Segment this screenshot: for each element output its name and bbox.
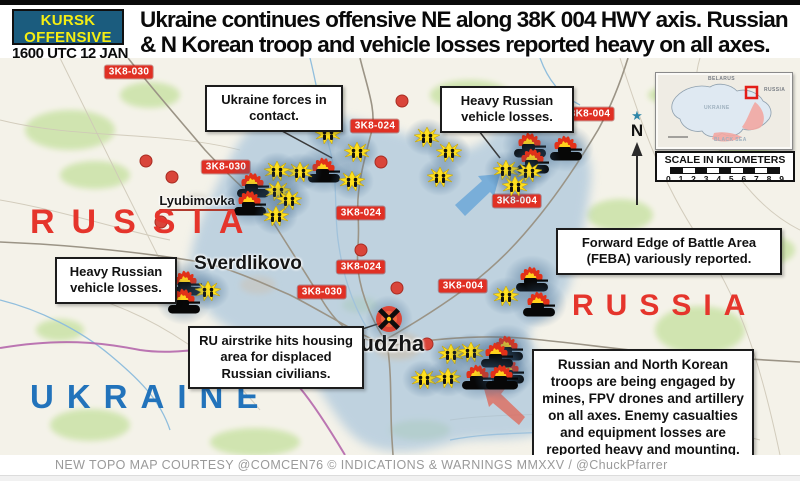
scale-tick: 2 bbox=[691, 174, 696, 184]
route-marker-dot bbox=[139, 154, 153, 168]
town-label-lyubimovka: Lyubimovka bbox=[159, 193, 235, 211]
destroyed-tank-icon bbox=[511, 280, 567, 328]
badge-line1: KURSK bbox=[40, 12, 96, 29]
route-marker-dot bbox=[395, 94, 409, 108]
road-label-3k8-030: 3K8-030 bbox=[104, 65, 154, 79]
country-label-russia: RUSSIA bbox=[30, 203, 261, 241]
north-label: N bbox=[630, 121, 644, 140]
bottom-strip bbox=[0, 475, 800, 481]
airstrike-icon bbox=[365, 295, 413, 343]
inset-label-russia: RUSSIA bbox=[764, 87, 786, 93]
headline-line2: & N Korean troop and vehicle losses repo… bbox=[140, 32, 771, 57]
kursk-locator-square bbox=[744, 85, 759, 100]
road-label-3k8-004: 3K8-004 bbox=[438, 279, 488, 293]
scale-tick: 1 bbox=[678, 174, 684, 184]
route-marker-dot bbox=[390, 281, 404, 295]
topo-map[interactable]: 3K8-030 3K8-024 3K8-004 3K8-004 3K8-024 3K8-0… bbox=[0, 58, 800, 455]
infantry-contact-icon bbox=[493, 167, 537, 205]
inset-label-belarus: BELARUS bbox=[708, 76, 735, 82]
road-label-3k8-024: 3K8-024 bbox=[336, 260, 386, 274]
inset-map-graphic bbox=[658, 75, 790, 147]
route-marker-dot bbox=[154, 215, 168, 229]
scale-tick: 6 bbox=[741, 174, 747, 184]
road-label-3k8-024: 3K8-024 bbox=[350, 119, 400, 133]
timestamp: 1600 UTC 12 JAN bbox=[12, 45, 128, 62]
road-label-3k8-024: 3K8-024 bbox=[336, 206, 386, 220]
road-label-3k8-004: 3K8-004 bbox=[565, 107, 615, 121]
callout-ukraine-forces-contact: Ukraine forces in contact. bbox=[205, 85, 343, 132]
callout-feba: Forward Edge of Battle Area (FEBA) vario… bbox=[556, 228, 782, 275]
country-label-russia: RUSSIA bbox=[572, 289, 758, 322]
top-black-strip bbox=[0, 0, 800, 5]
scale-tick: 7 bbox=[754, 174, 759, 184]
callout-heavy-losses-left: Heavy Russian vehicle losses. bbox=[55, 257, 177, 304]
ukraine-inset-map: BELARUS RUSSIA UKRAINE BLACK SEA bbox=[655, 72, 793, 150]
scale-tick: 8 bbox=[766, 174, 772, 184]
road-label-3k8-030: 3K8-030 bbox=[297, 285, 347, 299]
town-label-sverdlikovo: Sverdlikovo bbox=[194, 253, 302, 274]
blue-advance-arrow bbox=[455, 174, 500, 216]
scale-tick: 9 bbox=[779, 174, 784, 184]
route-marker-dot bbox=[165, 170, 179, 184]
callout-ru-airstrike: RU airstrike hits housing area for displ… bbox=[188, 326, 364, 390]
callout-nk-troops: Russian and North Korean troops are bein… bbox=[532, 349, 754, 455]
headline: Ukraine continues offensive NE along 38K… bbox=[140, 7, 800, 57]
infantry-contact-icon bbox=[418, 158, 462, 196]
kursk-offensive-badge: KURSK OFFENSIVE bbox=[12, 9, 124, 46]
scale-title: SCALE IN KILOMETERS bbox=[664, 154, 786, 166]
infantry-contact-icon bbox=[254, 197, 298, 235]
north-star-icon: ★ bbox=[631, 108, 643, 123]
route-marker-dot bbox=[354, 243, 368, 257]
callout-heavy-losses-top: Heavy Russian vehicle losses. bbox=[440, 86, 574, 133]
north-arrow-icon bbox=[631, 142, 643, 205]
credits-text: NEW TOPO MAP COURTESY @COMCEN76 © INDICA… bbox=[55, 458, 668, 472]
scale-tick: 3 bbox=[703, 174, 709, 184]
map-annotation-layer: 3K8-030 3K8-024 3K8-004 3K8-004 3K8-024 3K8-0… bbox=[0, 58, 800, 455]
header-banner: KURSK OFFENSIVE 1600 UTC 12 JAN Ukraine … bbox=[0, 5, 800, 62]
north-indicator: ★ N bbox=[622, 108, 652, 140]
scale-tick: 4 bbox=[716, 174, 722, 184]
scale-tick: 5 bbox=[728, 174, 734, 184]
scale-bar-segments bbox=[670, 167, 780, 174]
scale-tick: 0 bbox=[666, 174, 671, 184]
inset-label-black-sea: BLACK SEA bbox=[714, 137, 747, 143]
credits-bar: NEW TOPO MAP COURTESY @COMCEN76 © INDICA… bbox=[0, 455, 800, 475]
infantry-contact-icon bbox=[330, 162, 374, 200]
headline-line1: Ukraine continues offensive NE along 38K… bbox=[140, 7, 789, 32]
badge-line2: OFFENSIVE bbox=[24, 29, 112, 46]
inset-label-ukraine: UKRAINE bbox=[704, 105, 730, 111]
destroyed-tank-icon bbox=[474, 353, 530, 401]
